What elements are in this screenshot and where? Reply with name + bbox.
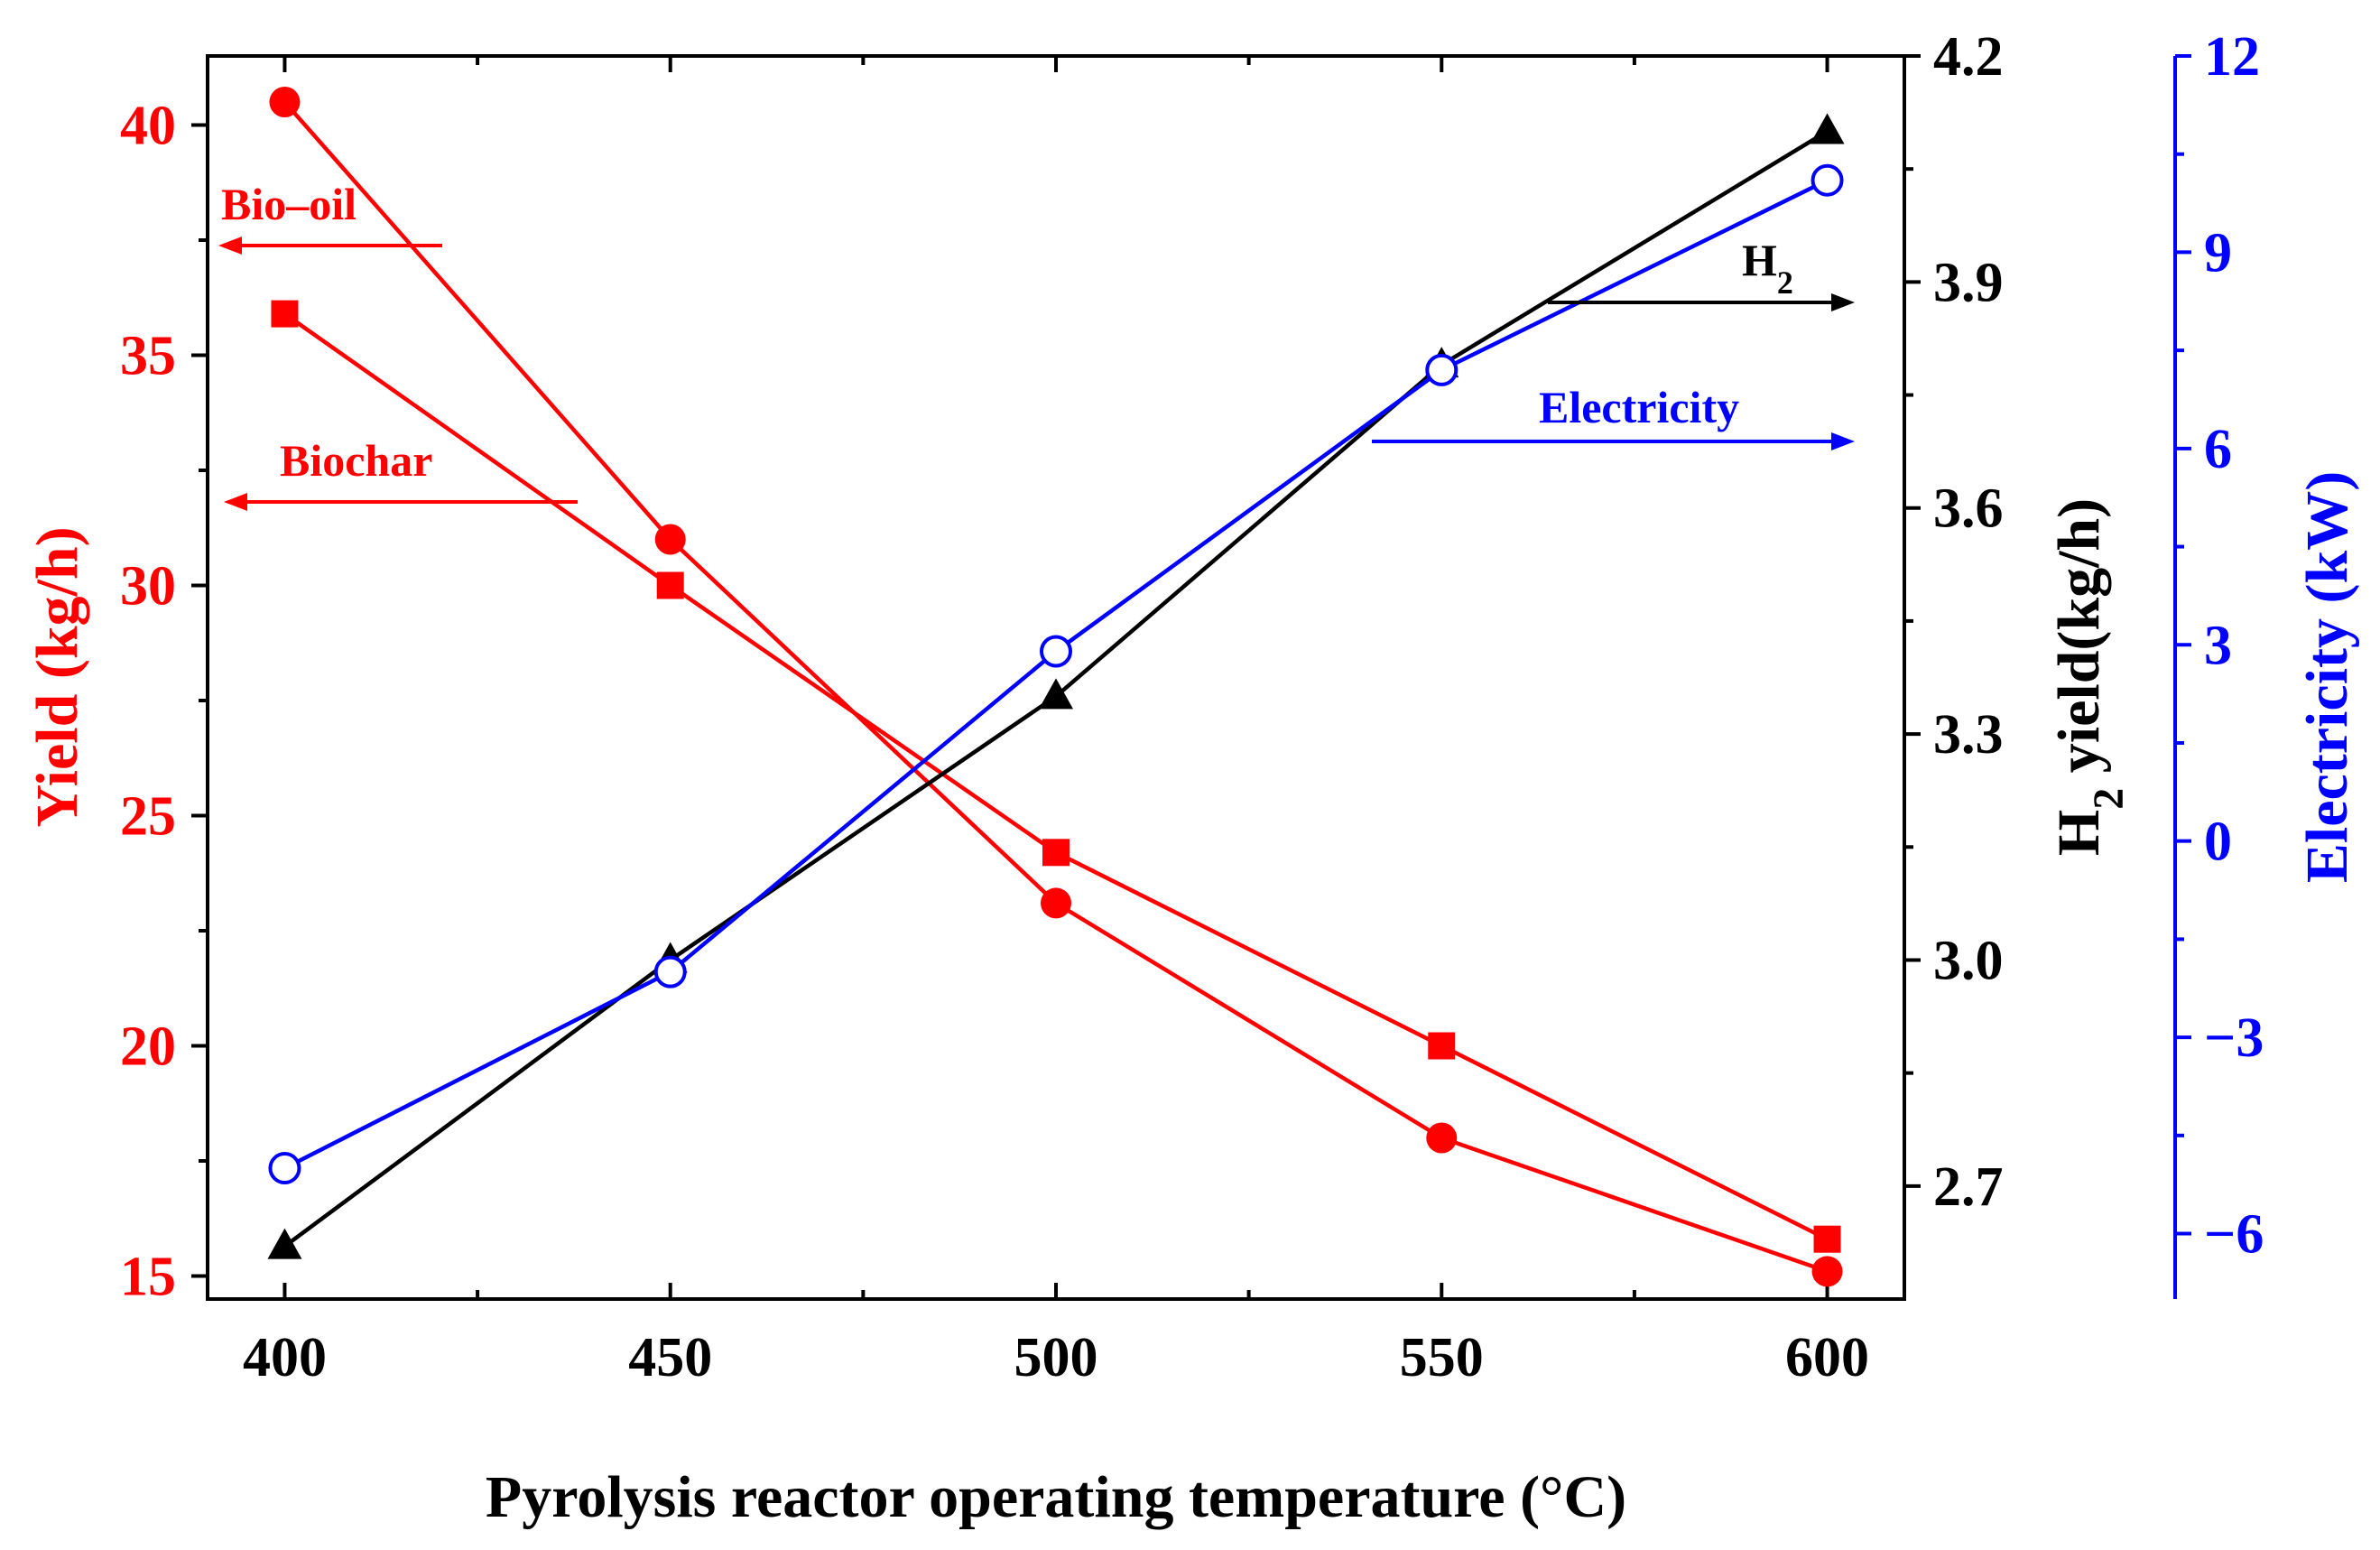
h2-label-sub: 2	[1777, 265, 1793, 301]
electricity-point	[268, 1152, 301, 1185]
left-tick-label: 15	[120, 1247, 176, 1308]
biochar-point	[1428, 1032, 1456, 1060]
left-tick-label: 30	[120, 556, 176, 617]
left-tick-label: 20	[120, 1016, 176, 1078]
right2-tick-label: −6	[2204, 1204, 2264, 1266]
biochar-label: Biochar	[280, 435, 432, 486]
right2-tick-label: 12	[2204, 26, 2260, 88]
right1-axis-title: H2 yield(kg/h)	[2046, 498, 2133, 856]
x-tick-label: 400	[243, 1327, 327, 1388]
h2-label-main: H	[1742, 235, 1777, 285]
electricity-arrow-head	[1831, 432, 1855, 450]
right1-tick-label: 3.9	[1933, 252, 2004, 313]
x-tick-label: 500	[1014, 1327, 1098, 1388]
h2-annotation: H2	[1548, 235, 1855, 311]
electricity-label: Electricity	[1539, 382, 1739, 432]
biochar-point	[1042, 839, 1070, 867]
electricity-point	[1040, 635, 1072, 668]
marker-layer	[267, 87, 1845, 1287]
right2-tick-label: −3	[2204, 1007, 2264, 1069]
right1-tick-label: 3.0	[1933, 930, 2004, 991]
biochar-annotation: Biochar	[224, 435, 578, 511]
right1-tick-label: 3.3	[1933, 704, 2004, 766]
right1-axis-title-rest: yield(kg/h)	[2046, 498, 2112, 788]
x-tick-label: 550	[1400, 1327, 1484, 1388]
right1-tick-label: 2.7	[1933, 1156, 2004, 1218]
left-tick-label: 40	[120, 96, 176, 157]
left-axis-title: Yield (kg/h)	[24, 526, 90, 827]
h2-point	[1039, 678, 1073, 710]
right1-tick-label: 3.6	[1933, 478, 2004, 540]
bio-oil-point	[269, 87, 301, 117]
x-tick-label: 450	[628, 1327, 712, 1388]
biooil-annotation: Bio–oil	[218, 179, 442, 255]
right2-tick-label: 3	[2204, 615, 2232, 676]
right2-axis-title: Electricity (kW)	[2294, 471, 2360, 883]
biooil-label: Bio–oil	[221, 179, 357, 229]
biooil-arrow-head	[218, 237, 242, 255]
biochar-point	[656, 571, 684, 599]
h2-arrow-head	[1831, 293, 1855, 311]
h2-label: H2	[1742, 235, 1793, 301]
right2-tick-label: 0	[2204, 812, 2232, 873]
right1-tick-label: 4.2	[1933, 26, 2004, 88]
biochar-point	[271, 300, 299, 328]
bio-oil-point	[1041, 887, 1071, 919]
biochar-line	[283, 311, 1829, 1241]
h2-point	[1810, 113, 1845, 144]
h2-point	[267, 1228, 302, 1259]
biochar-point	[1813, 1225, 1841, 1253]
electricity-point	[653, 955, 687, 988]
right2-tick-label: 6	[2204, 419, 2232, 480]
left-tick-label: 35	[120, 326, 176, 387]
electricity-annotation: Electricity	[1372, 382, 1855, 450]
bio-oil-point	[1426, 1122, 1458, 1154]
right1-axis-title-h: H	[2046, 810, 2112, 856]
x-tick-label: 600	[1785, 1327, 1869, 1388]
left-tick-label: 25	[120, 786, 176, 848]
bio-oil-point	[1811, 1256, 1843, 1287]
electricity-point	[1425, 353, 1459, 386]
x-axis-title: Pyrolysis reactor operating temperature …	[486, 1464, 1626, 1530]
bio-oil-point	[654, 524, 686, 555]
electricity-point	[1810, 163, 1844, 197]
electricity-line	[283, 178, 1829, 1171]
right1-axis-title-sub: 2	[2085, 788, 2133, 810]
biochar-arrow-head	[224, 493, 247, 511]
ticks-layer: 400 450 500 550 6001520253035402.73.03.33.63…	[120, 26, 2264, 1388]
right2-tick-label: 9	[2204, 222, 2232, 283]
